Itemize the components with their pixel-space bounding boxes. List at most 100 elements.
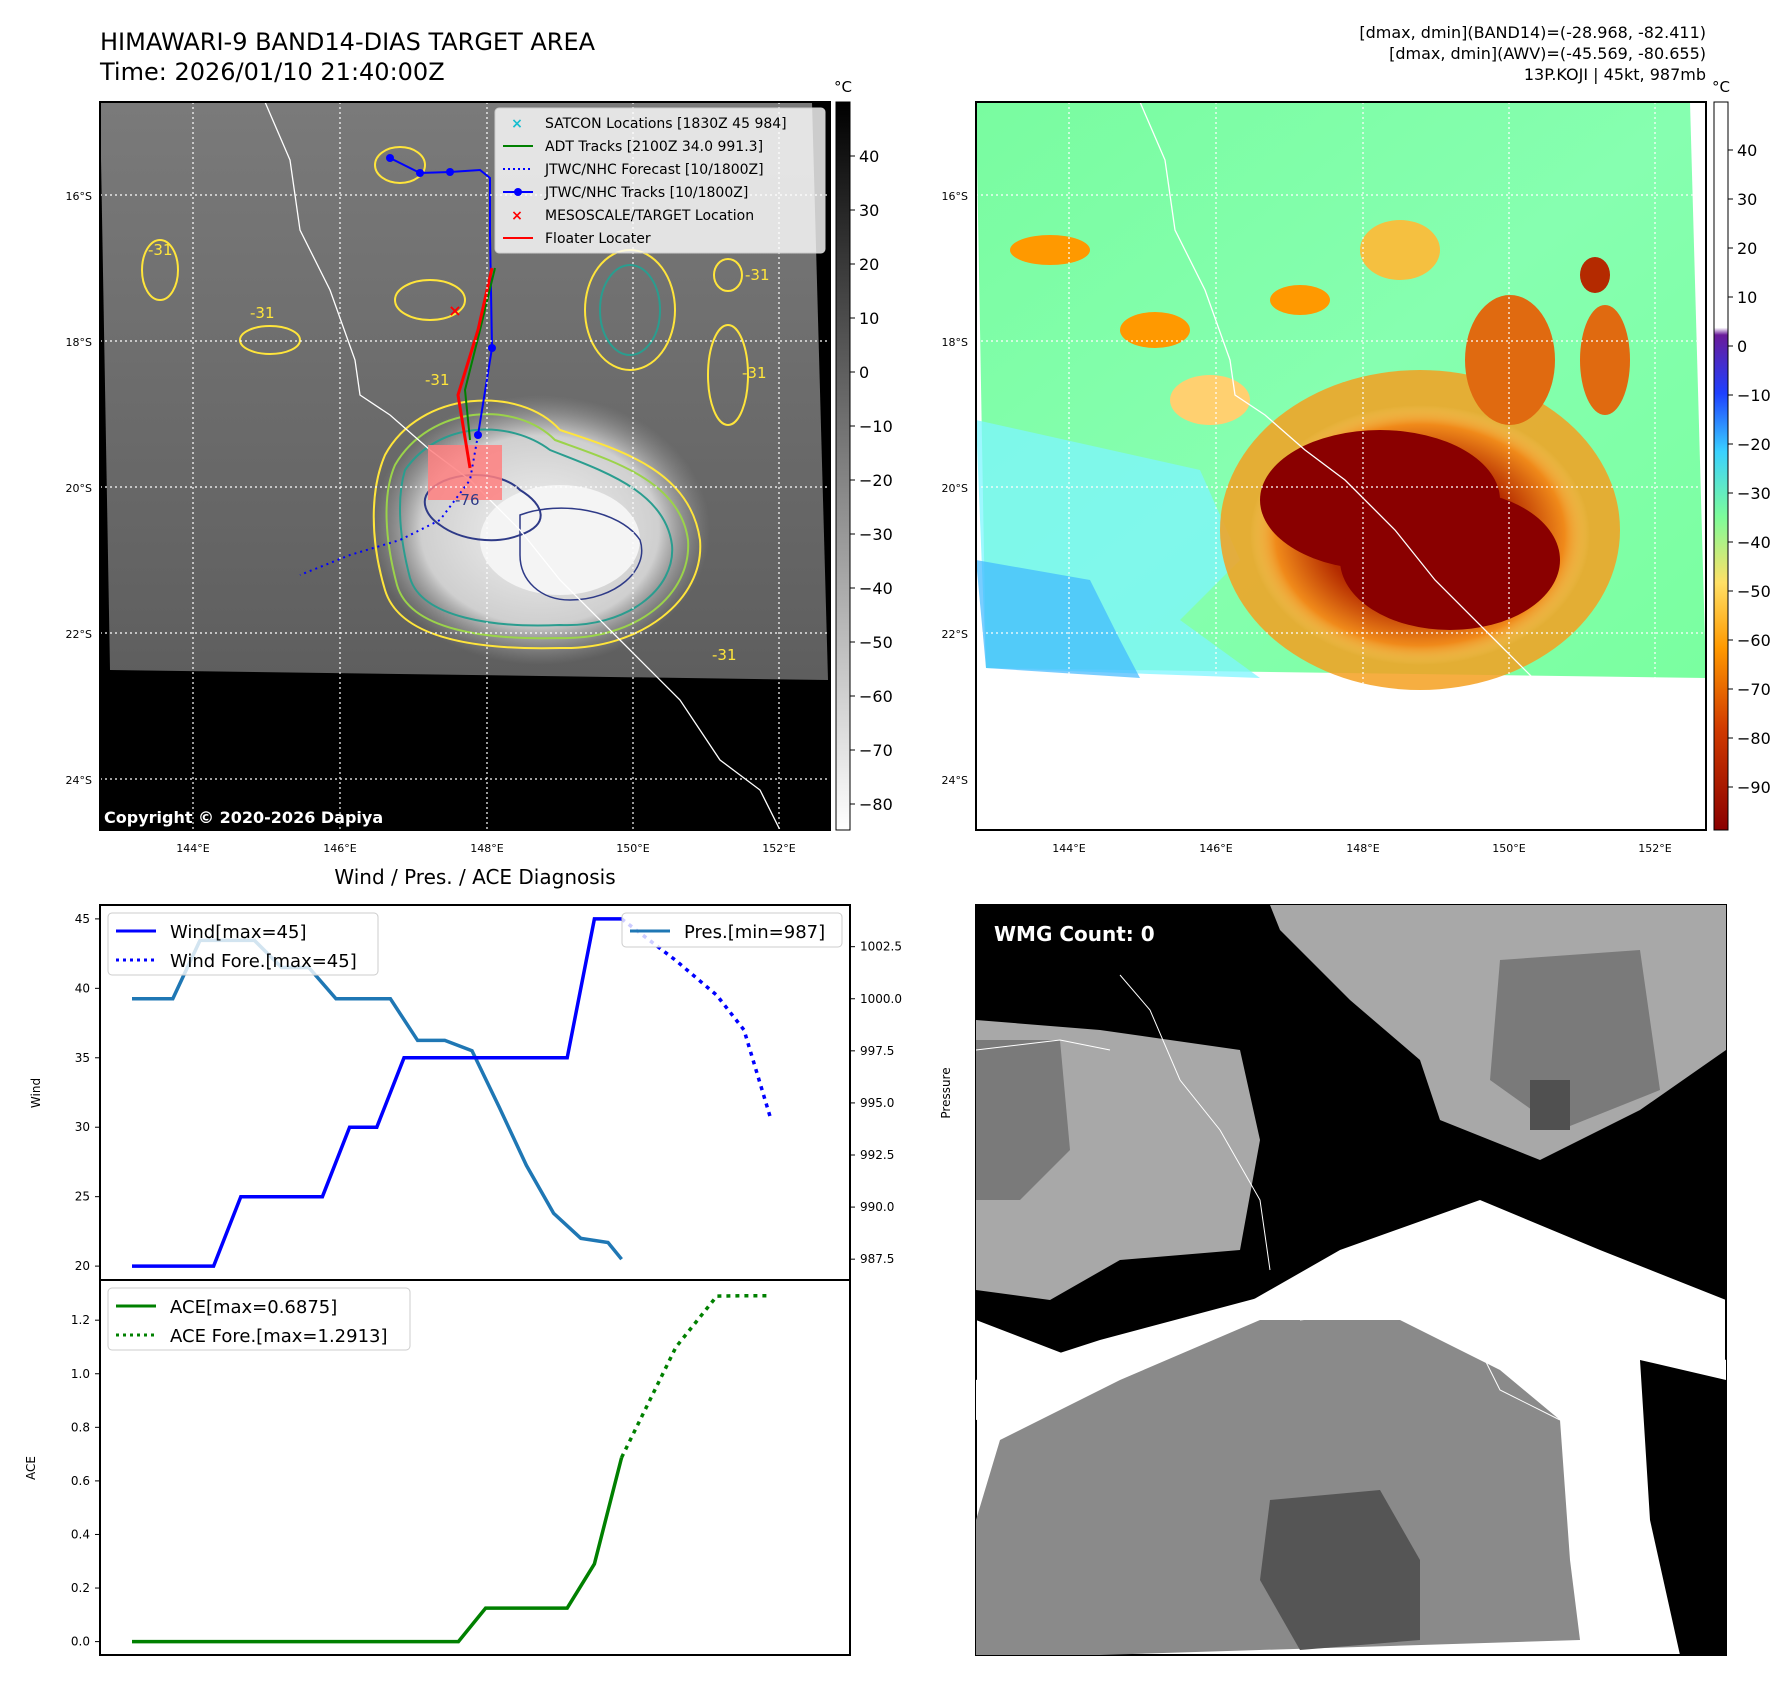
lat-tick-label: 20°S (66, 482, 92, 495)
cell-1 (141, 239, 179, 301)
chart-marks: 20 25 30 35 40 45 1002.5 1000.0 997.5 995.0 992.5 9… (71, 912, 902, 1649)
wmg-panel: WMG Count: 0 (975, 904, 1727, 1656)
cell-7 (713, 258, 743, 292)
ace-tick-label: 0.0 (71, 1635, 90, 1649)
lon-tick-label: 144°E (1052, 842, 1085, 855)
colorbar-tick-label: 30 (859, 201, 879, 220)
lon-tick-label: 144°E (176, 842, 209, 855)
diagnosis-chart: Wind / Pres. / ACE Diagnosis Wind Pressu… (24, 865, 953, 1656)
legend-satcon: SATCON Locations [1830Z 45 984] (545, 116, 787, 132)
lat-tick-label: 16°S (66, 190, 92, 203)
legend-marker-satcon: × (511, 116, 523, 132)
wind-tick-label: 30 (75, 1120, 90, 1134)
legend-target: MESOSCALE/TARGET Location (545, 208, 754, 224)
colorbar-tick-label: −60 (1737, 631, 1771, 650)
ir-colorbar-ticks: 40 30 20 10 0 −10 −20 −30 −40 −50 −60 −70 −80 (850, 147, 893, 814)
ace-forecast-series (620, 1293, 772, 1459)
ace-tick-label: 0.4 (71, 1527, 90, 1541)
ir-colorbar-unit: °C (834, 78, 852, 96)
coastline (1139, 102, 1556, 701)
contour-inner (399, 428, 674, 627)
lat-tick-label: 24°S (942, 774, 968, 787)
pressure-tick-label: 995.0 (860, 1096, 894, 1110)
colorbar-tick-label: 20 (1737, 239, 1757, 258)
wmg-count-label: WMG Count: 0 (994, 922, 1155, 946)
wind-ylabel: Wind (29, 1078, 43, 1108)
contour-label: -31 (250, 304, 275, 322)
lon-tick-label: 148°E (470, 842, 503, 855)
colorbar-tick-label: 30 (1737, 190, 1757, 209)
track-legend: × SATCON Locations [1830Z 45 984] ADT Tr… (494, 107, 826, 254)
colorbar-tick-label: −30 (859, 525, 893, 544)
cell-8 (374, 146, 426, 184)
lat-tick-label: 18°S (942, 336, 968, 349)
legend-ace: ACE[max=0.6875] (170, 1297, 337, 1318)
colorbar-tick-label: −50 (859, 633, 893, 652)
pressure-tick-label: 992.5 (860, 1148, 894, 1162)
colorbar-tick-label: −10 (859, 417, 893, 436)
colorbar-tick-label: −70 (1737, 680, 1771, 699)
band-range-text: [dmax, dmin](BAND14)=(-28.968, -82.411) (1359, 23, 1706, 42)
lon-tick-label: 148°E (1346, 842, 1379, 855)
colorbar-tick-label: −40 (859, 579, 893, 598)
ace-tick-label: 0.6 (71, 1474, 90, 1488)
colorbar-tick-label: 40 (859, 147, 879, 166)
contour-label: -76 (455, 491, 480, 509)
floater-track (456, 267, 494, 469)
colorbar-tick-label: 40 (1737, 141, 1757, 160)
legend-jtwc: JTWC/NHC Tracks [10/1800Z] (544, 185, 748, 201)
lat-tick-label: 20°S (942, 482, 968, 495)
colorbar-tick-label: −50 (1737, 582, 1771, 601)
ace-legend: ACE[max=0.6875] ACE Fore.[max=1.2913] (107, 1287, 411, 1351)
jtwc-track-point (446, 168, 454, 176)
cell-2 (239, 325, 301, 355)
lon-tick-label: 152°E (1638, 842, 1671, 855)
storm-inner-2 (1340, 490, 1560, 630)
lat-tick-label: 22°S (66, 628, 92, 641)
lat-tick-label: 18°S (66, 336, 92, 349)
legend-marker-target: × (511, 208, 523, 224)
colorbar-tick-label: −20 (859, 471, 893, 490)
wind-tick-label: 45 (75, 912, 90, 926)
legend-adt: ADT Tracks [2100Z 34.0 991.3] (545, 139, 763, 155)
coastline (1119, 974, 1271, 1271)
cell-warm-3 (1270, 285, 1330, 315)
contour-label: -31 (425, 371, 450, 389)
jtwc-track-point (416, 169, 424, 177)
colorbar-tick-label: −70 (859, 741, 893, 760)
wmg-dark-lower (1260, 1490, 1420, 1650)
legend-wind-fore: Wind Fore.[max=45] (170, 951, 357, 972)
wmg-black-right (1640, 1360, 1726, 1655)
ir-colorbar (835, 101, 851, 831)
legend-ace-fore: ACE Fore.[max=1.2913] (170, 1326, 388, 1347)
contour-label: -31 (148, 241, 173, 259)
pressure-legend: Pres.[min=987] (621, 912, 843, 948)
colorbar-tick-label: −80 (859, 795, 893, 814)
colorbar-tick-label: 20 (859, 255, 879, 274)
chart-title: Wind / Pres. / ACE Diagnosis (334, 865, 615, 889)
jtwc-track-point (488, 344, 496, 352)
ace-tick-label: 1.0 (71, 1367, 90, 1381)
color-colorbar-ticks: 40 30 20 10 0 −10 −20 −30 −40 −50 −60 −70 −80 −90 (1728, 141, 1771, 797)
cell-6 (707, 324, 749, 426)
color-colorbar (1713, 101, 1729, 831)
colorbar-tick-label: 0 (1737, 337, 1747, 356)
color-colorbar-unit: °C (1712, 78, 1730, 96)
lat-tick-label: 24°S (66, 774, 92, 787)
cell-warm-5 (1580, 305, 1630, 415)
figure-time: Time: 2026/01/10 21:40:00Z (99, 58, 445, 86)
wind-legend: Wind[max=45] Wind Fore.[max=45] (107, 912, 379, 976)
lon-tick-label: 152°E (762, 842, 795, 855)
colorbar-tick-label: −60 (859, 687, 893, 706)
ace-ylabel: ACE (24, 1456, 38, 1480)
copyright-text: Copyright © 2020-2026 Dapiya (104, 808, 383, 827)
pressure-tick-label: 1000.0 (860, 992, 902, 1006)
figure-title: HIMAWARI-9 BAND14-DIAS TARGET AREA (100, 28, 596, 56)
legend-floater: Floater Locater (545, 231, 651, 247)
contour-label: -31 (742, 364, 767, 382)
colorbar-tick-label: −40 (1737, 533, 1771, 552)
storm-info-text: 13P.KOJI | 45kt, 987mb (1524, 65, 1706, 84)
contour-label: -31 (712, 646, 737, 664)
wind-series (132, 917, 622, 1268)
ir-map-panel: × -31 -31 -31 -31 -31 -31 -76 Copyright … (66, 78, 893, 855)
